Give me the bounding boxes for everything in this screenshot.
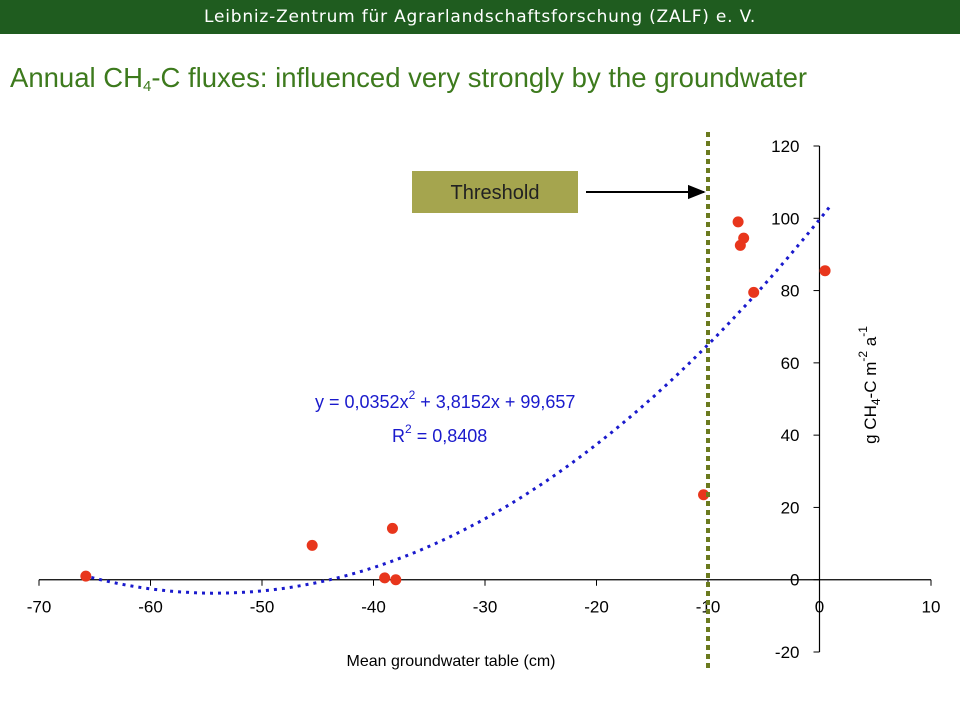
y-label-sup2: -1 [856,326,870,337]
data-point [734,239,746,251]
x-tick-label: -60 [138,598,163,617]
y-tick-label: 40 [781,426,800,445]
data-point [306,539,318,551]
points-layer [80,216,831,586]
r2-prefix: R [392,426,405,446]
x-tick-label: -50 [250,598,275,617]
x-axis-label: Mean groundwater table (cm) [347,653,556,670]
y-axis-label: g CH4-C m-2 a-1 [856,326,883,444]
y-tick-label: 80 [781,282,800,301]
x-tick-label: -70 [27,598,52,617]
data-point [819,265,831,277]
y-label-mid2: a [861,336,880,351]
y-label-mid: -C m [861,362,880,399]
equation-rest: + 3,8152x + 99,657 [415,392,575,412]
data-point [386,522,398,534]
y-tick-label: 0 [790,571,799,590]
y-tick-label: 60 [781,354,800,373]
chart-axes: -70 -60 -50 -40 -30 -20 -10 0 10 120 100 80 60 40 20 0 -… [27,137,941,662]
x-tick-label: -40 [361,598,386,617]
y-label-sub: 4 [869,398,883,405]
data-point [732,216,744,228]
threshold-label: Threshold [451,182,540,204]
x-tick-label: -10 [696,598,721,617]
r-squared: R2 = 0,8408 [392,422,487,446]
y-tick-label: 20 [781,498,800,517]
page-title: Annual CH4-C fluxes: influenced very str… [10,58,960,98]
trend-equation: y = 0,0352x2 + 3,8152x + 99,657 [315,388,575,412]
header-bar [0,0,960,34]
x-tick-label: -20 [584,598,609,617]
x-tick-label: 0 [815,598,824,617]
y-label-prefix: g CH [861,405,880,444]
x-tick-label: -30 [473,598,498,617]
title-subscript: 4 [143,78,152,95]
y-label-sup1: -2 [856,351,870,362]
header-institution-name: Leibniz-Zentrum für Agrarlandschaftsfors… [203,7,757,27]
title-prefix: Annual CH [10,62,143,93]
data-point [80,570,92,582]
r2-sup: 2 [405,422,412,436]
threshold-layer: Threshold [412,132,710,670]
x-tick-label: 10 [922,598,941,617]
title-suffix: -C fluxes: influenced very strongly by t… [151,62,808,93]
r2-rest: = 0,8408 [412,426,488,446]
trendline-path [83,204,832,595]
y-tick-label: 120 [771,137,799,156]
data-point [748,286,760,298]
equation-sup: 2 [409,388,416,402]
data-point [390,574,402,586]
y-tick-label: 100 [771,209,799,228]
y-tick-label: -20 [775,643,800,662]
threshold-box [412,171,578,213]
equation-main: y = 0,0352x [315,392,409,412]
trendline-layer [83,204,832,595]
data-point [379,572,391,584]
